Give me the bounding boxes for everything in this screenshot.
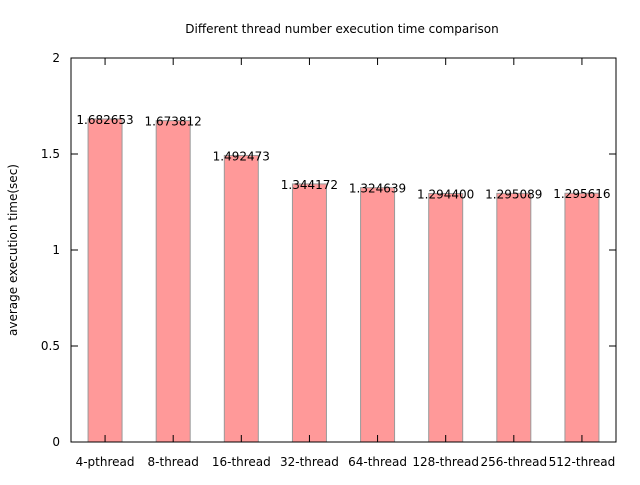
bar-32-thread xyxy=(291,183,327,443)
bar-8-thread xyxy=(155,120,191,443)
y-tick-label: 1.5 xyxy=(41,147,60,161)
plot-frame xyxy=(70,57,617,443)
data-label: 1.673812 xyxy=(145,115,202,129)
bar-256-thread xyxy=(496,192,532,443)
x-tick-label: 64-thread xyxy=(348,455,407,469)
x-ticks-group: 4-pthread 8-thread 16-thread 32-thread 64-th… xyxy=(76,58,616,469)
y-tick-label: 2 xyxy=(52,51,60,65)
data-label: 1.324639 xyxy=(349,182,406,196)
bars-group xyxy=(87,118,600,443)
x-tick-label: 4-pthread xyxy=(76,455,135,469)
data-label: 1.295089 xyxy=(485,187,542,201)
data-label: 1.295616 xyxy=(553,187,610,201)
y-axis-label: average execution time(sec) xyxy=(6,164,20,336)
bar-64-thread xyxy=(360,187,396,443)
data-labels-group: 1.682653 1.673812 1.492473 1.344172 1.324639… xyxy=(76,113,610,202)
chart-title: Different thread number execution time c… xyxy=(185,22,498,36)
data-label: 1.294400 xyxy=(417,187,474,201)
data-label: 1.344172 xyxy=(281,178,338,192)
bar-128-thread xyxy=(428,192,464,443)
x-tick-label: 8-thread xyxy=(148,455,199,469)
data-label: 1.492473 xyxy=(213,149,270,163)
y-tick-label: 1 xyxy=(52,243,60,257)
x-tick-label: 512-thread xyxy=(549,455,616,469)
x-tick-label: 16-thread xyxy=(212,455,271,469)
data-label: 1.682653 xyxy=(76,113,133,127)
y-tick-label: 0 xyxy=(52,435,60,449)
y-tick-label: 0.5 xyxy=(41,339,60,353)
x-tick-label: 256-thread xyxy=(481,455,548,469)
bar-16-thread xyxy=(223,154,259,443)
x-tick-label: 128-thread xyxy=(412,455,479,469)
bar-4-pthread xyxy=(87,118,123,443)
x-tick-label: 32-thread xyxy=(280,455,339,469)
bar-512-thread xyxy=(564,192,600,443)
